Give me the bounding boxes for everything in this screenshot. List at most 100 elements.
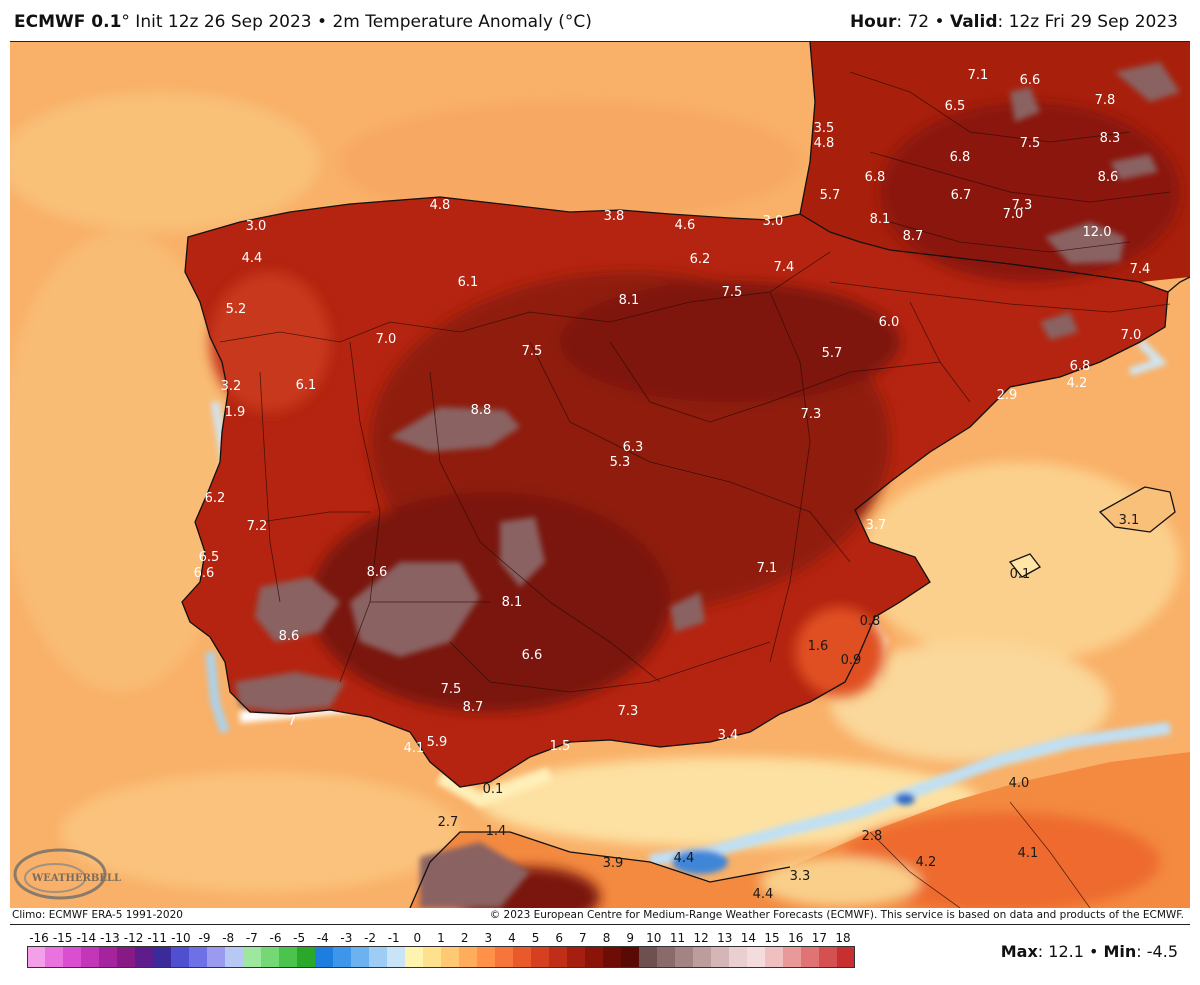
max-min-stats: Max: 12.1 • Min: -4.5 bbox=[1001, 942, 1178, 961]
anomaly-label: 6.8 bbox=[1070, 359, 1091, 374]
colorbar-cell bbox=[837, 946, 855, 968]
anomaly-label: 4.2 bbox=[1067, 376, 1088, 391]
colorbar-cell bbox=[45, 946, 64, 968]
colorbar-cell bbox=[657, 946, 676, 968]
anomaly-label: 7.3 bbox=[801, 407, 822, 422]
anomaly-label: 6.6 bbox=[194, 566, 215, 581]
anomaly-label: 8.1 bbox=[502, 595, 523, 610]
anomaly-label: 7.1 bbox=[968, 68, 989, 83]
init-time: Init 12z 26 Sep 2023 bbox=[129, 12, 312, 32]
anomaly-label: 3.9 bbox=[603, 856, 624, 871]
model-name: ECMWF 0.1 bbox=[14, 12, 122, 32]
colorbar-tick-label: -10 bbox=[171, 931, 191, 945]
colorbar-tick-label: 15 bbox=[764, 931, 780, 945]
anomaly-label: 7.2 bbox=[247, 519, 268, 534]
anomaly-label: 0.9 bbox=[841, 653, 862, 668]
header-rule bbox=[10, 41, 1190, 42]
colorbar-cell bbox=[315, 946, 334, 968]
coastlines bbox=[181, 42, 1190, 908]
anomaly-label: 2.7 bbox=[438, 815, 459, 830]
colorbar-cell bbox=[171, 946, 190, 968]
colorbar-cell bbox=[333, 946, 352, 968]
anomaly-label: 4.4 bbox=[674, 851, 695, 866]
anomaly-label: 7.0 bbox=[1003, 207, 1024, 222]
anomaly-label: 7.5 bbox=[522, 344, 543, 359]
anomaly-label: 1.5 bbox=[550, 739, 571, 754]
anomaly-label: 8.7 bbox=[463, 700, 484, 715]
footer-rule bbox=[10, 924, 1190, 925]
colorbar-tick-label: -6 bbox=[269, 931, 282, 945]
colorbar-tick-label: 16 bbox=[788, 931, 804, 945]
colorbar-tick-label: 1 bbox=[437, 931, 445, 945]
valid-label: Valid bbox=[949, 12, 998, 32]
anomaly-label: 8.6 bbox=[367, 565, 388, 580]
anomaly-label: 4.4 bbox=[242, 251, 263, 266]
colorbar-tick-label: -14 bbox=[76, 931, 97, 945]
anomaly-label: 6.5 bbox=[199, 550, 220, 565]
anomaly-label: 6.1 bbox=[458, 275, 479, 290]
forecast-time: Hour: 72 • Valid: 12z Fri 29 Sep 2023 bbox=[850, 12, 1178, 32]
anomaly-value-labels: 7.1 6.67.86.53.54.8 7.5 8.36.86.8 8.65.7 6.77… bbox=[194, 68, 1151, 902]
anomaly-label: 8.8 bbox=[471, 403, 492, 418]
anomaly-label: 4.8 bbox=[430, 198, 451, 213]
anomaly-label: 2.9 bbox=[997, 388, 1018, 403]
colorbar-cell bbox=[693, 946, 712, 968]
hour-label: Hour bbox=[849, 12, 897, 32]
colorbar-cell bbox=[711, 946, 730, 968]
anomaly-label: 4.2 bbox=[916, 855, 937, 870]
anomaly-label: 3.5 bbox=[814, 121, 835, 136]
min-value: : -4.5 bbox=[1136, 942, 1178, 961]
colorbar-cell bbox=[297, 946, 316, 968]
anomaly-label: 6.7 bbox=[951, 188, 972, 203]
degree-sign: ° bbox=[121, 12, 130, 32]
anomaly-label: 4.6 bbox=[675, 218, 696, 233]
anomaly-label: 8.7 bbox=[903, 229, 924, 244]
anomaly-map: 7.1 6.67.86.53.54.8 7.5 8.36.86.8 8.65.7 6.77… bbox=[10, 42, 1190, 908]
colorbar-cell bbox=[225, 946, 244, 968]
colorbar-tick-label: -9 bbox=[198, 931, 211, 945]
anomaly-label: 5.7 bbox=[820, 188, 841, 203]
anomaly-label: 6.8 bbox=[950, 150, 971, 165]
anomaly-label: 4.1 bbox=[404, 741, 425, 756]
colorbar-tick-label: -12 bbox=[123, 931, 144, 945]
anomaly-label: 3.1 bbox=[1119, 513, 1140, 528]
anomaly-label: 4.0 bbox=[1009, 776, 1030, 791]
anomaly-label: 3.0 bbox=[246, 219, 267, 234]
anomaly-label: 0.1 bbox=[1010, 567, 1031, 582]
colorbar-cell bbox=[81, 946, 100, 968]
colorbar-cell bbox=[549, 946, 568, 968]
colorbar-tick-label: -4 bbox=[316, 931, 329, 945]
anomaly-label: 7.1 bbox=[757, 561, 778, 576]
colorbar-cell bbox=[603, 946, 622, 968]
map-title: ECMWF 0.1° Init 12z 26 Sep 2023 • 2m Tem… bbox=[14, 12, 592, 32]
colorbar-tick-label: 4 bbox=[508, 931, 516, 945]
colorbar-tick-label: 0 bbox=[413, 931, 422, 945]
anomaly-label: 0.8 bbox=[860, 614, 881, 629]
anomaly-label: 7.4 bbox=[1130, 262, 1151, 277]
anomaly-label: 8.1 bbox=[619, 293, 640, 308]
max-value: : 12.1 bbox=[1037, 942, 1084, 961]
colorbar-tick-label: 17 bbox=[811, 931, 827, 945]
weatherbell-logo: WEATHERBELL bbox=[13, 848, 121, 900]
colorbar-tick-label: 14 bbox=[740, 931, 757, 945]
colorbar-tick-label: 7 bbox=[579, 931, 587, 945]
anomaly-label: 6.1 bbox=[296, 378, 317, 393]
colorbar-cell bbox=[117, 946, 136, 968]
anomaly-label: 8.3 bbox=[1100, 131, 1121, 146]
colorbar-tick-label: 18 bbox=[835, 931, 851, 945]
colorbar-cell bbox=[513, 946, 532, 968]
colorbar-cell bbox=[621, 946, 640, 968]
colorbar-cell bbox=[729, 946, 748, 968]
colorbar-tick-label: -16 bbox=[29, 931, 49, 945]
colorbar-tick-label: 5 bbox=[531, 931, 540, 945]
anomaly-label: 7.3 bbox=[1012, 198, 1033, 213]
colorbar-cell bbox=[261, 946, 280, 968]
anomaly-label: 5.2 bbox=[226, 302, 247, 317]
colorbar-tick-label: -11 bbox=[147, 931, 168, 945]
anomaly-label: 6.6 bbox=[1020, 73, 1041, 88]
colorbar-cell bbox=[243, 946, 262, 968]
colorbar-tick-label: 3 bbox=[484, 931, 493, 945]
colorbar-tick-label: -15 bbox=[52, 931, 73, 945]
stats-separator: • bbox=[1083, 942, 1104, 961]
valid-value: : 12z Fri 29 Sep 2023 bbox=[997, 12, 1179, 32]
